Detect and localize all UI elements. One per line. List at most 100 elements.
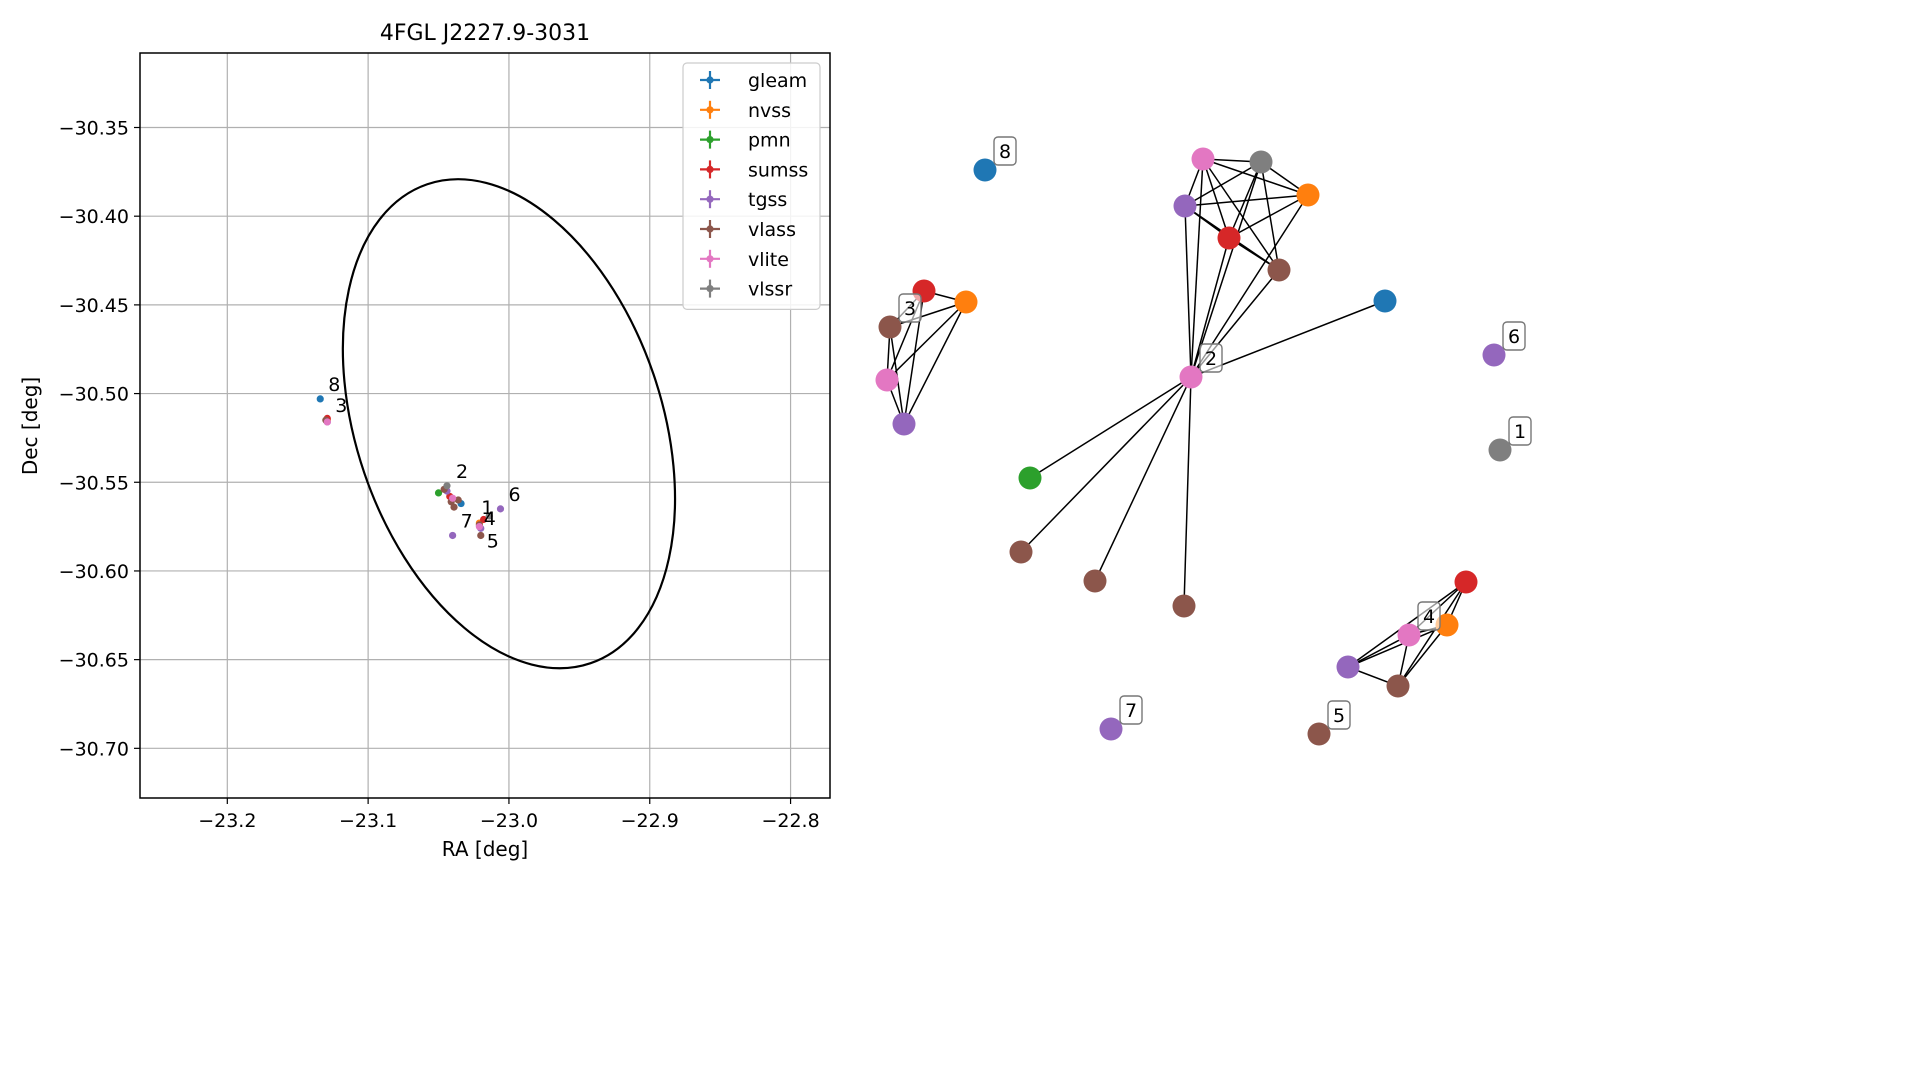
data-point-vlite xyxy=(323,418,331,426)
cluster-label: 7 xyxy=(1119,695,1143,725)
network-edge xyxy=(1397,581,1467,687)
cluster-label-box xyxy=(1502,321,1526,351)
y-tick-label: −30.70 xyxy=(59,738,129,760)
cluster-label-text: 6 xyxy=(1508,326,1520,348)
cluster-label-text: 7 xyxy=(1125,700,1137,722)
point-annotation: 8 xyxy=(328,374,340,396)
error-ellipse xyxy=(341,178,677,670)
y-tick-label: −30.50 xyxy=(59,384,129,406)
cluster-label-box xyxy=(1327,700,1351,730)
x-axis-label: RA [deg] xyxy=(442,837,528,861)
cluster-label: 2 xyxy=(1199,343,1223,373)
cluster-label-text: 1 xyxy=(1514,421,1526,443)
network-node-vlssr xyxy=(1249,150,1273,174)
legend-label-vlssr: vlssr xyxy=(748,279,792,301)
cluster-label-box xyxy=(1417,601,1441,631)
network-node-tgss xyxy=(1482,343,1506,367)
x-tick-label: −23.0 xyxy=(480,810,538,832)
plot-frame xyxy=(139,52,831,799)
ellipse-layer xyxy=(341,178,677,670)
legend-marker xyxy=(706,136,714,144)
data-point-vlite xyxy=(449,494,457,502)
data-point-sumss xyxy=(479,515,488,524)
y-tick-label: −30.55 xyxy=(59,472,129,494)
y-tick-label: −30.35 xyxy=(59,118,129,140)
network-edge xyxy=(1029,376,1192,479)
data-point-vlass xyxy=(450,503,458,511)
network-node-vlass xyxy=(1083,569,1107,593)
legend-marker xyxy=(706,106,714,114)
legend: gleam nvss pmn sumss tgss vlass vlite vlssr xyxy=(682,62,821,310)
network-edge xyxy=(903,301,967,425)
network-edge xyxy=(886,301,967,381)
network-edge xyxy=(1183,376,1192,607)
network-node-gleam xyxy=(1373,289,1397,313)
data-point-tgss xyxy=(449,531,457,540)
cluster-label: 4 xyxy=(1417,601,1441,631)
network-node-tgss xyxy=(1099,717,1123,741)
network-edge xyxy=(1190,158,1204,378)
cluster-label: 3 xyxy=(898,293,922,323)
network-node-vlass xyxy=(878,315,902,339)
legend-marker xyxy=(706,285,714,293)
network-node-vlite xyxy=(875,368,899,392)
data-point-vlite xyxy=(475,523,483,531)
legend-marker xyxy=(706,225,714,233)
point-annotation: 6 xyxy=(508,484,520,506)
point-annotation: 1 xyxy=(481,497,493,519)
network-node-vlite xyxy=(1179,365,1203,389)
y-tick-label: −30.40 xyxy=(59,206,129,228)
cluster-label: 5 xyxy=(1327,700,1351,730)
point-annotation: 2 xyxy=(456,461,468,483)
cluster-label: 6 xyxy=(1502,321,1526,351)
legend-marker xyxy=(706,255,714,263)
legend-label-nvss: nvss xyxy=(748,100,791,122)
network-node-sumss xyxy=(1454,570,1478,594)
network-node-nvss xyxy=(1435,613,1459,637)
legend-label-vlass: vlass xyxy=(748,219,796,241)
network-node-nvss xyxy=(954,290,978,314)
cluster-label-text: 8 xyxy=(999,141,1011,163)
network-nodes xyxy=(875,147,1512,746)
points-layer xyxy=(316,395,505,540)
cluster-label: 1 xyxy=(1508,416,1532,446)
x-tick-label: −22.8 xyxy=(761,810,819,832)
network-edge xyxy=(1184,205,1192,378)
y-axis-label: Dec [deg] xyxy=(18,377,42,475)
network-node-vlass xyxy=(1009,540,1033,564)
network-edge xyxy=(1397,624,1448,687)
network-node-vlass xyxy=(1386,674,1410,698)
network-node-sumss xyxy=(1217,226,1241,250)
cluster-label-box xyxy=(1199,343,1223,373)
point-annotation: 3 xyxy=(335,395,347,417)
network-node-tgss xyxy=(892,412,916,436)
data-point-vlass xyxy=(454,496,462,504)
network-edge xyxy=(889,301,967,328)
legend-marker xyxy=(706,165,714,173)
network-node-vlass xyxy=(1267,258,1291,282)
network-edge xyxy=(1202,158,1230,239)
x-tick-label: −23.1 xyxy=(339,810,397,832)
network-edge xyxy=(1094,376,1192,582)
grid xyxy=(140,53,830,798)
cluster-label-box xyxy=(898,293,922,323)
network-edge xyxy=(1184,161,1262,207)
point-annotation: 4 xyxy=(484,508,496,530)
cluster-label-box xyxy=(1119,695,1143,725)
network-labels: 8 3 2 6 1 4 7 5 xyxy=(898,136,1532,730)
network-panel: 8 3 2 6 1 4 7 5 xyxy=(875,136,1532,746)
network-edge xyxy=(1190,300,1386,378)
network-node-vlite xyxy=(1397,623,1421,647)
legend-label-tgss: tgss xyxy=(748,189,787,211)
network-node-pmn xyxy=(1018,466,1042,490)
cluster-label-text: 2 xyxy=(1205,348,1217,370)
x-tick-label: −22.9 xyxy=(621,810,679,832)
y-tick-label: −30.45 xyxy=(59,295,129,317)
chart-title: 4FGL J2227.9-3031 xyxy=(380,21,590,46)
network-edge xyxy=(1347,624,1448,668)
network-node-gleam xyxy=(973,158,997,182)
network-node-tgss xyxy=(1336,655,1360,679)
